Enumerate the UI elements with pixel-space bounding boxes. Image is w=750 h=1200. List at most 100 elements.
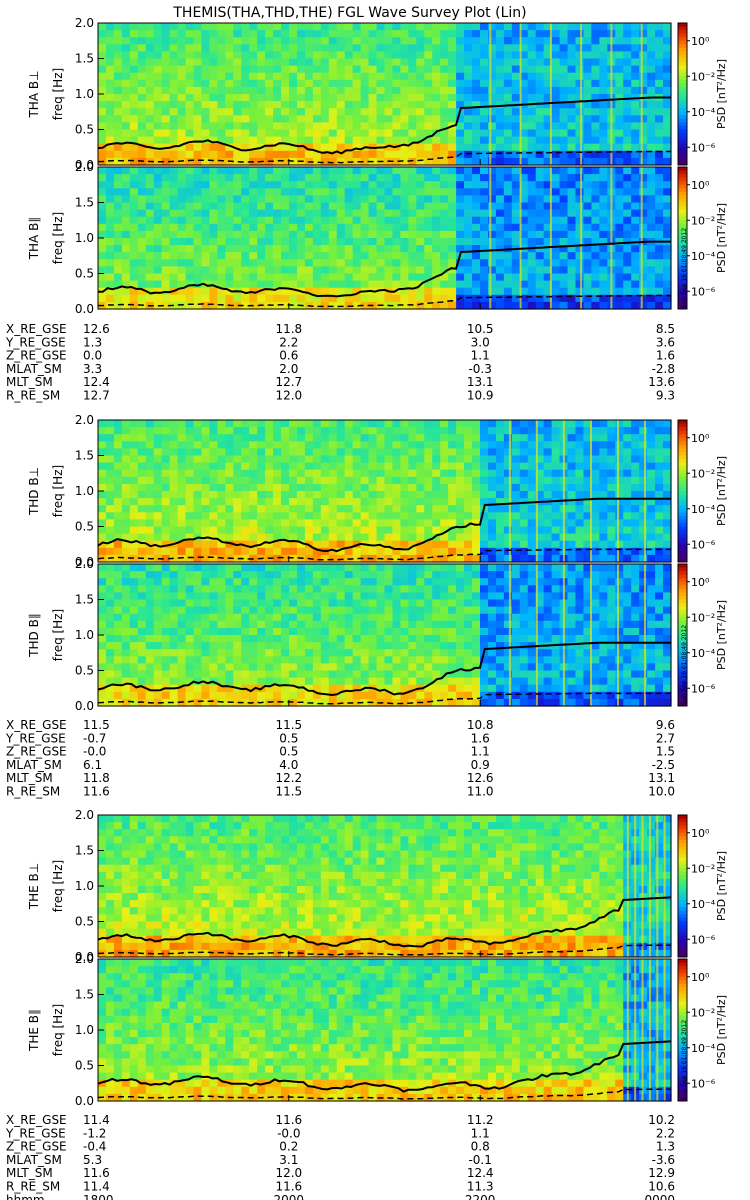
spectrogram-cell	[655, 115, 664, 123]
spectrogram-cell	[161, 216, 171, 225]
spectrogram-cell	[647, 280, 656, 289]
spectrogram-cell	[169, 571, 179, 579]
spectrogram-cell	[121, 554, 131, 563]
spectrogram-cell	[495, 122, 505, 131]
spectrogram-cell	[480, 202, 489, 211]
spectrogram-cell	[567, 223, 577, 232]
spectrogram-cell	[487, 181, 497, 189]
spectrogram-cell	[161, 448, 171, 457]
spectrogram-cell	[137, 505, 147, 513]
spectrogram-column	[472, 167, 481, 310]
spectrogram-cell	[623, 44, 632, 52]
spectrogram-cell	[352, 101, 362, 109]
spectrogram-cell	[543, 266, 553, 275]
spectrogram-cell	[137, 462, 147, 471]
spectrogram-cell	[527, 434, 537, 442]
spectrogram-cell	[105, 620, 115, 629]
interference-stripe	[617, 420, 619, 562]
spectrogram-cell	[344, 512, 354, 520]
spectrogram-cell	[129, 441, 139, 449]
spectrogram-cell	[591, 448, 600, 457]
spectrogram-cell	[193, 23, 203, 31]
spectrogram-cell	[599, 491, 608, 499]
spectrogram-cell	[225, 51, 234, 60]
spectrogram-cell	[233, 202, 242, 211]
spectrogram-cell	[169, 101, 179, 109]
spectrogram-cell	[408, 223, 417, 232]
spectrogram-cell	[113, 209, 123, 218]
spectrogram-column	[535, 167, 545, 310]
spectrogram-cell	[320, 167, 330, 175]
spectrogram-cell	[273, 519, 282, 528]
spectrogram-cell	[289, 65, 298, 74]
spectrogram-cell	[169, 420, 179, 428]
spectrogram-cell	[583, 455, 593, 464]
spectrogram-cell	[599, 58, 608, 67]
spectrogram-cell	[225, 108, 234, 116]
spectrogram-cell	[535, 101, 545, 109]
spectrogram-cell	[607, 483, 616, 492]
spectrogram-cell	[432, 266, 441, 275]
spectrogram-cell	[105, 476, 115, 485]
spectrogram-cell	[265, 294, 274, 303]
spectrogram-cell	[209, 79, 218, 88]
spectrogram-cell	[376, 230, 386, 239]
spectrogram-cell	[400, 280, 409, 289]
spectrogram-column	[511, 167, 521, 310]
spectrogram-cell	[193, 202, 203, 211]
spectrogram-cell	[105, 455, 115, 464]
spectrogram-cell	[400, 216, 409, 225]
ephemeris-value: 1.3	[83, 335, 102, 349]
spectrogram-column	[495, 23, 505, 166]
spectrogram-cell	[265, 167, 274, 175]
spectrogram-cell	[241, 448, 250, 457]
spectrogram-cell	[663, 30, 672, 38]
spectrogram-cell	[464, 252, 473, 260]
spectrogram-cell	[551, 505, 561, 513]
spectrogram-cell	[129, 37, 139, 45]
spectrogram-cell	[336, 108, 346, 116]
spectrogram-cell	[121, 420, 131, 428]
spectrogram-cell	[352, 420, 362, 428]
spectrogram-cell	[424, 554, 433, 563]
spectrogram-cell	[424, 122, 433, 131]
colorbar-segment	[678, 540, 687, 545]
spectrogram-cell	[233, 65, 242, 74]
spectrogram-cell	[559, 209, 569, 218]
spectrogram-cell	[599, 143, 608, 152]
spectrogram-cell	[663, 519, 672, 528]
spectrogram-cell	[336, 519, 346, 528]
spectrogram-cell	[575, 533, 585, 542]
spectrogram-cell	[591, 86, 600, 95]
spectrogram-cell	[511, 540, 521, 549]
spectrogram-cell	[145, 547, 155, 556]
spectrogram-cell	[304, 202, 314, 211]
spectrogram-cell	[360, 230, 370, 239]
spectrogram-cell	[424, 23, 433, 31]
spectrogram-cell	[304, 245, 314, 253]
spectrogram-cell	[495, 505, 505, 513]
ephemeris-value: 12.6	[83, 322, 110, 336]
spectrogram-cell	[647, 115, 656, 123]
spectrogram-cell	[480, 209, 489, 218]
spectrogram-cell	[424, 72, 433, 81]
spectrogram-cell	[416, 94, 425, 102]
spectrogram-cell	[583, 86, 593, 95]
spectrogram-cell	[225, 86, 234, 95]
spectrogram-column	[559, 23, 569, 166]
spectrogram-cell	[137, 547, 147, 556]
spectrogram-cell	[535, 540, 545, 549]
spectrogram-cell	[519, 30, 529, 38]
spectrogram-cell	[273, 469, 282, 478]
spectrogram-cell	[241, 101, 250, 109]
spectrogram-cell	[543, 157, 553, 166]
spectrogram-cell	[105, 698, 115, 707]
spectrogram-cell	[408, 174, 417, 182]
spectrogram-cell	[193, 115, 203, 123]
spectrogram-cell	[265, 498, 274, 506]
spectrogram-cell	[98, 677, 107, 686]
spectrogram-cell	[639, 150, 648, 159]
spectrogram-cell	[655, 273, 664, 282]
spectrogram-cell	[344, 115, 354, 123]
spectrogram-cell	[368, 469, 378, 478]
